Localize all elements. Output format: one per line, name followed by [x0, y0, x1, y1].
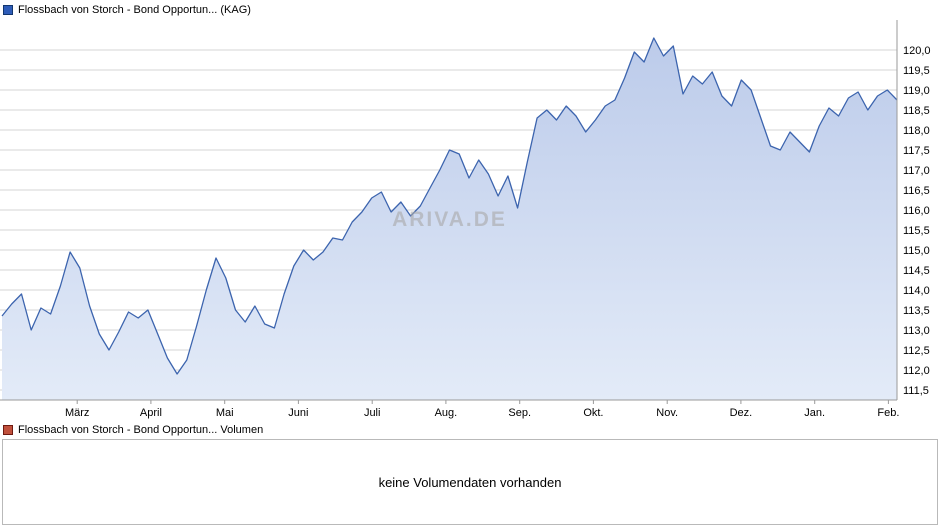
y-axis-label: 114,5	[903, 265, 930, 277]
y-axis-label: 111,5	[903, 385, 929, 397]
y-axis-label: 120,0	[903, 45, 931, 57]
price-chart: 120,0 119,5 119,0 118,5 118,0 117,5 117,0 116,5…	[0, 20, 931, 419]
price-series-swatch-icon	[3, 5, 13, 15]
volume-empty-text: keine Volumendaten vorhanden	[378, 474, 562, 490]
y-axis-label: 113,5	[903, 305, 930, 317]
volume-series-swatch-icon	[3, 425, 13, 435]
y-axis-label: 113,0	[903, 325, 930, 337]
x-axis-label: März	[65, 407, 89, 419]
volume-legend-label: Flossbach von Storch - Bond Opportun... …	[18, 423, 264, 436]
watermark: ARIVA.DE	[392, 208, 507, 231]
y-axis-label: 118,0	[903, 125, 930, 137]
y-axis-label: 118,5	[903, 105, 930, 117]
x-axis-label: Nov.	[656, 407, 678, 419]
y-axis-label: 116,5	[903, 185, 930, 197]
x-axis-label: Okt.	[583, 407, 603, 419]
x-axis-label: April	[140, 407, 162, 419]
x-axis-label: Juni	[288, 407, 308, 419]
y-axis-label: 112,5	[903, 345, 930, 357]
price-line	[1, 37, 898, 375]
y-axis-label: 119,5	[903, 65, 930, 77]
price-legend: Flossbach von Storch - Bond Opportun... …	[0, 0, 940, 18]
x-axis-label: Mai	[216, 407, 234, 419]
x-axis-label: Aug.	[435, 407, 458, 419]
y-axis-label: 112,0	[903, 365, 930, 377]
x-axis-label: Dez.	[730, 407, 753, 419]
y-axis-label: 117,0	[903, 165, 930, 177]
price-legend-label: Flossbach von Storch - Bond Opportun... …	[18, 3, 251, 16]
x-axis-label: Feb.	[877, 407, 899, 419]
y-axis-label: 116,0	[903, 205, 930, 217]
y-axis-label: 115,5	[903, 225, 930, 237]
volume-legend: Flossbach von Storch - Bond Opportun... …	[0, 420, 940, 438]
x-axis-label: Jan.	[804, 407, 825, 419]
x-axis-label: Juli	[364, 407, 381, 419]
y-axis-label: 119,0	[903, 85, 930, 97]
volume-panel: keine Volumendaten vorhanden	[2, 439, 938, 525]
y-axis-label: 117,5	[903, 145, 930, 157]
y-axis-label: 115,0	[903, 245, 930, 257]
x-axis-label: Sep.	[508, 407, 531, 419]
y-axis-label: 114,0	[903, 285, 930, 297]
price-area	[2, 38, 897, 400]
